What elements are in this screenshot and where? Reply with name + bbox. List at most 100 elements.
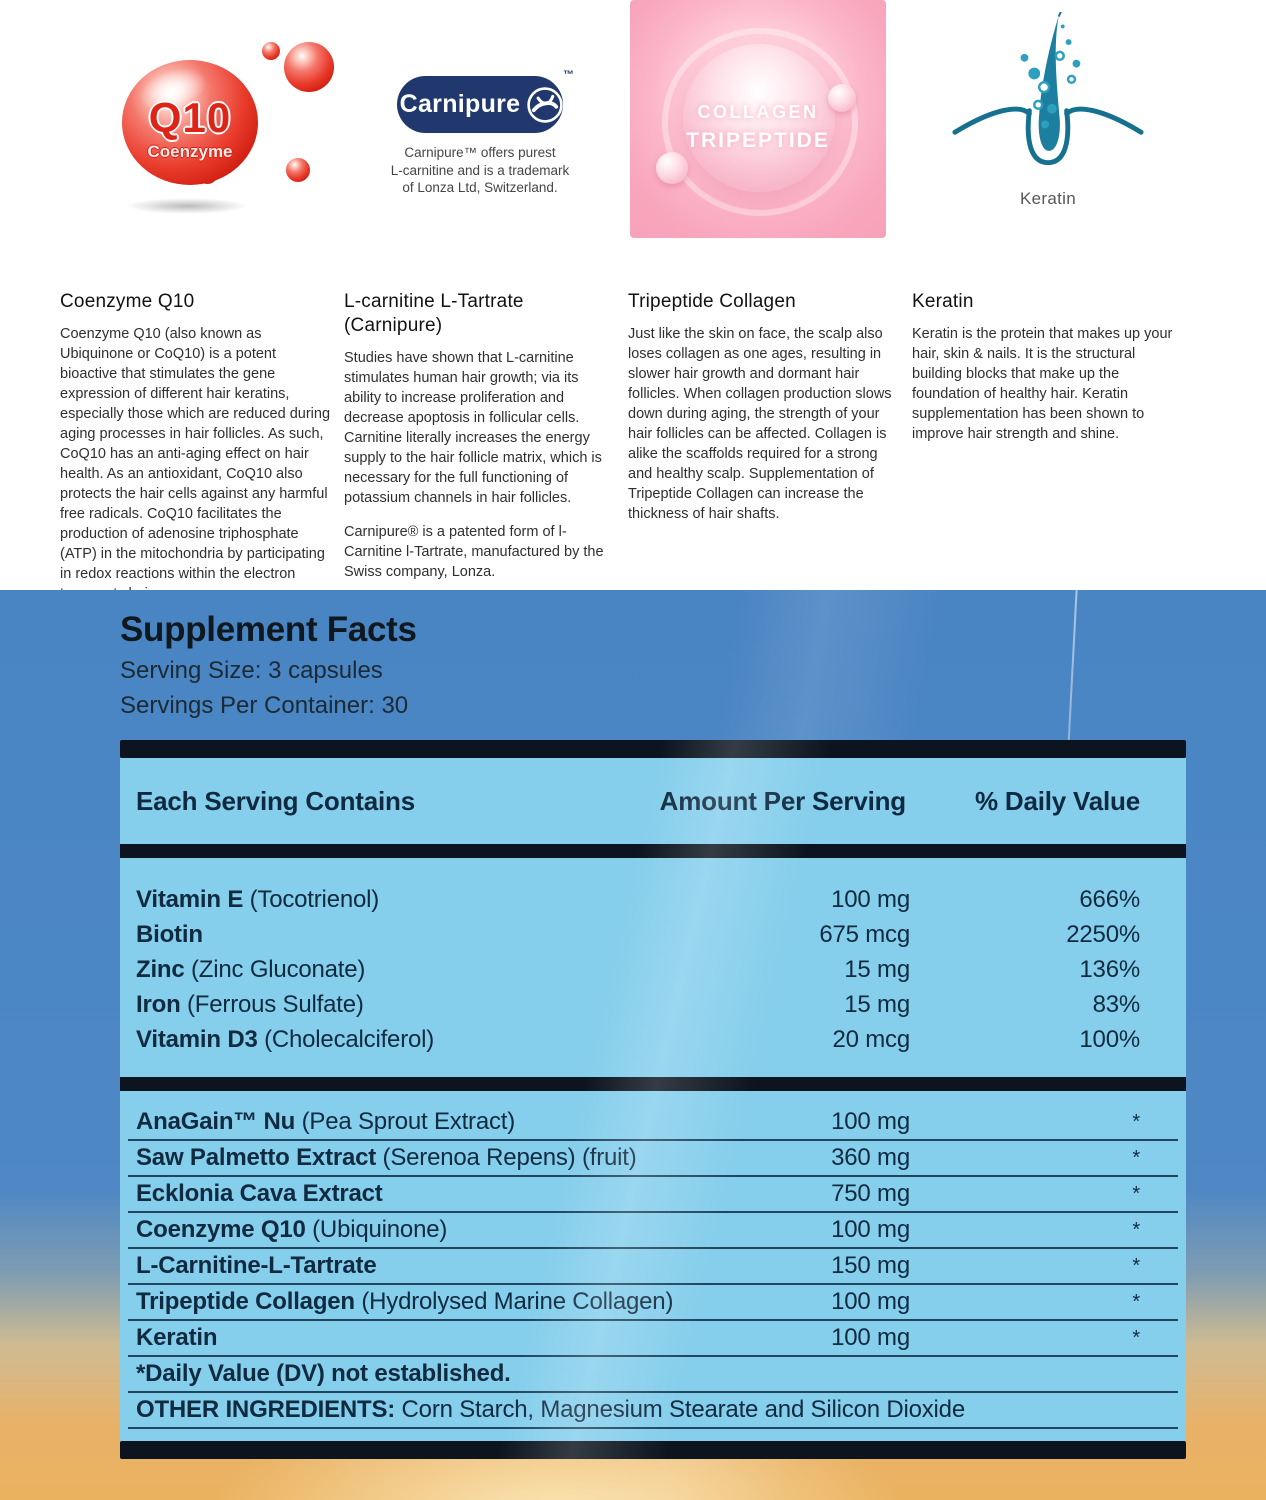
collagen-label-line1: COLLAGEN [697, 102, 819, 122]
row-name: Keratin [136, 1324, 218, 1351]
q10-bubble-topright-icon [284, 42, 334, 92]
row-amount: 150 mg [831, 1252, 910, 1279]
carnipure-caption: Carnipure™ offers purest L-carnitine and… [380, 144, 580, 197]
row-amount: 360 mg [831, 1144, 910, 1171]
row-name: L-Carnitine-L-Tartrate [136, 1252, 377, 1279]
row-daily-value: 2250% [1066, 920, 1140, 948]
collagen-label: COLLAGEN TRIPEPTIDE [630, 102, 886, 153]
ingredient-cards-section: Q10 Coenzyme Coenzyme Q10 Coenzyme Q10 (… [0, 0, 1266, 602]
carnipure-logo-text: Carnipure [399, 90, 521, 118]
collagen-pink-square: COLLAGEN TRIPEPTIDE [630, 0, 886, 238]
facts-column-headers: Each Serving Contains Amount Per Serving… [120, 758, 1186, 844]
keratin-graphic: Keratin [912, 0, 1184, 282]
card-l-carnitine: Carnipure ™ Carnipure™ offers purest L-c… [344, 0, 616, 590]
panel-top-bar [120, 740, 1186, 758]
row-detail: (Hydrolysed Marine Collagen) [354, 1288, 674, 1315]
q10-bubble-graphic: Q10 Coenzyme [60, 0, 334, 282]
row-daily-value: * [1132, 1146, 1140, 1169]
table-row: Ecklonia Cava Extract 750 mg * [128, 1177, 1178, 1213]
row-name: Coenzyme Q10 [136, 1216, 306, 1243]
row-amount: 100 mg [831, 1288, 910, 1315]
carnipure-logo-graphic: Carnipure ™ Carnipure™ offers purest L-c… [344, 0, 616, 282]
row-daily-value: * [1132, 1110, 1140, 1133]
row-daily-value: * [1132, 1218, 1140, 1241]
table-row: L-Carnitine-L-Tartrate 150 mg * [128, 1249, 1178, 1285]
card-body-tripeptide-collagen: Just like the skin on face, the scalp al… [628, 325, 892, 522]
card-title-coenzyme-q10: Coenzyme Q10 [60, 291, 195, 312]
keratin-dots [1020, 24, 1081, 129]
panel-divider-bar-2 [120, 1077, 1186, 1091]
row-name: Biotin [136, 920, 203, 948]
column-header-serving: Each Serving Contains [136, 785, 415, 816]
table-row: Zinc (Zinc Gluconate) 15 mg 136% [136, 952, 1140, 987]
carnipure-tm-mark: ™ [563, 69, 574, 81]
other-ingredients-label: OTHER INGREDIENTS: [136, 1396, 396, 1423]
row-name: Iron [136, 990, 181, 1018]
carnipure-caption-line3: of Lonza Ltd, Switzerland. [402, 180, 558, 196]
q10-bubble-bottomright-icon [286, 158, 310, 182]
table-row: Vitamin E (Tocotrienol) 100 mg 666% [136, 882, 1140, 917]
panel-divider-bar-1 [120, 844, 1186, 858]
card-title-l-carnitine: L-carnitine L-Tartrate (Carnipure) [344, 291, 524, 336]
row-daily-value: * [1132, 1326, 1140, 1349]
row-amount: 15 mg [844, 955, 910, 983]
q10-shadow [126, 198, 248, 214]
card-keratin: Keratin Keratin Keratin is the protein t… [912, 0, 1184, 590]
table-row: AnaGain™ Nu (Pea Sprout Extract) 100 mg … [128, 1105, 1178, 1141]
q10-sublabel: Coenzyme [147, 142, 233, 161]
row-daily-value: * [1132, 1182, 1140, 1205]
carnipure-logo: Carnipure ™ [397, 69, 574, 133]
supplement-facts-title: Supplement Facts [120, 610, 417, 649]
collagen-label-line2: TRIPEPTIDE [686, 129, 830, 152]
row-name: Saw Palmetto Extract [136, 1144, 377, 1171]
supplement-facts-panel: Each Serving Contains Amount Per Serving… [120, 740, 1186, 1459]
row-name: AnaGain™ Nu [136, 1108, 296, 1135]
row-detail: (Tocotrienol) [243, 885, 380, 913]
collagen-small-bubble2-icon [656, 152, 688, 184]
hair-follicle-icon [952, 2, 1144, 166]
q10-bubble-small-icon [262, 42, 280, 60]
table-row: Coenzyme Q10 (Ubiquinone) 100 mg * [128, 1213, 1178, 1249]
row-amount: 15 mg [844, 990, 910, 1018]
row-amount: 100 mg [831, 1324, 910, 1351]
table-row: Keratin 100 mg * [128, 1321, 1178, 1357]
row-name: Vitamin D3 [136, 1025, 258, 1053]
row-daily-value: 83% [1092, 990, 1141, 1018]
row-detail: (Serenoa Repens) (fruit) [376, 1144, 637, 1171]
row-detail: (Cholecalciferol) [257, 1025, 435, 1053]
table-row: Iron (Ferrous Sulfate) 15 mg 83% [136, 987, 1140, 1022]
row-amount: 750 mg [831, 1180, 910, 1207]
row-daily-value: 136% [1079, 955, 1140, 983]
daily-value-footnote: *Daily Value (DV) not established. [128, 1357, 1178, 1393]
collagen-small-bubble-icon [828, 84, 856, 112]
row-name: Tripeptide Collagen [136, 1288, 355, 1315]
card-body-keratin: Keratin is the protein that makes up you… [912, 325, 1173, 442]
card-tripeptide-collagen: COLLAGEN TRIPEPTIDE Tripeptide Collagen … [628, 0, 900, 590]
q10-sphere-icon: Q10 Coenzyme [122, 60, 258, 185]
row-detail: (Ferrous Sulfate) [180, 990, 364, 1018]
row-daily-value: 666% [1079, 885, 1140, 913]
carnipure-caption-line1: Carnipure™ offers purest [404, 145, 556, 160]
table-row: Saw Palmetto Extract (Serenoa Repens) (f… [128, 1141, 1178, 1177]
card-body-l-carnitine-1: Studies have shown that L-carnitine stim… [344, 349, 602, 506]
other-ingredients-row: OTHER INGREDIENTS: Corn Starch, Magnesiu… [128, 1393, 1178, 1429]
card-title-tripeptide-collagen: Tripeptide Collagen [628, 291, 796, 312]
card-body-coenzyme-q10: Coenzyme Q10 (also known as Ubiquinone o… [60, 325, 331, 602]
row-detail: (Pea Sprout Extract) [295, 1108, 516, 1135]
keratin-hollow-dots [1033, 50, 1077, 110]
q10-label: Q10 [148, 94, 232, 141]
card-coenzyme-q10: Q10 Coenzyme Coenzyme Q10 Coenzyme Q10 (… [60, 0, 334, 602]
row-amount: 20 mcg [832, 1025, 910, 1053]
row-amount: 675 mcg [819, 920, 910, 948]
botanicals-block: AnaGain™ Nu (Pea Sprout Extract) 100 mg … [120, 1091, 1186, 1441]
row-name: Zinc [136, 955, 185, 983]
column-header-amount: Amount Per Serving [659, 785, 907, 816]
collagen-ring-icon [662, 28, 858, 216]
row-detail: (Ubiquinone) [305, 1216, 448, 1243]
collagen-graphic: COLLAGEN TRIPEPTIDE [628, 0, 900, 282]
collagen-bubble-icon [683, 44, 835, 192]
row-amount: 100 mg [831, 1216, 910, 1243]
vitamins-block: Vitamin E (Tocotrienol) 100 mg 666% Biot… [120, 858, 1186, 1077]
servings-per-container-text: Servings Per Container: 30 [120, 692, 409, 719]
